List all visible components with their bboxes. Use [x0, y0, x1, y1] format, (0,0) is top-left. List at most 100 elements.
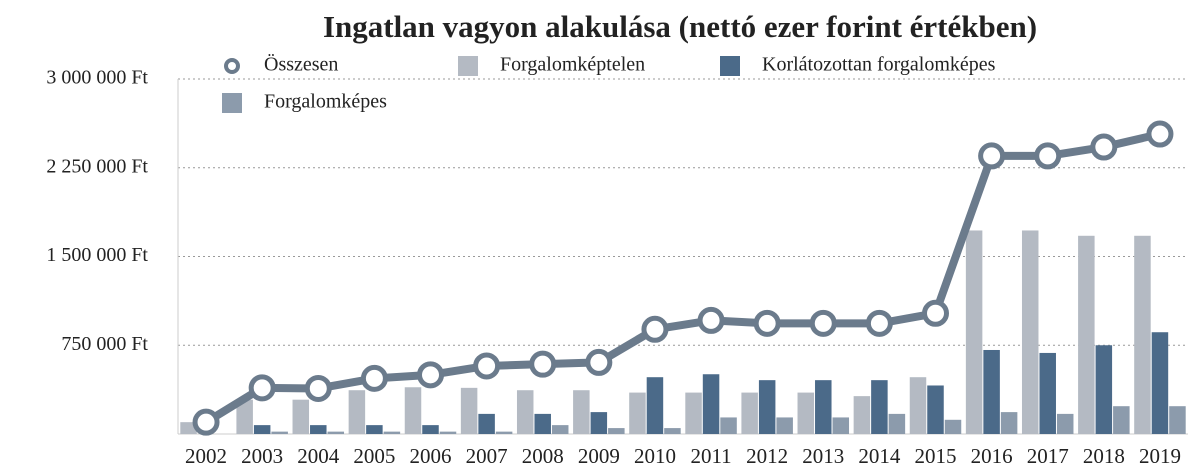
x-tick-label: 2003 — [241, 444, 283, 468]
bar — [1151, 332, 1169, 434]
point — [1146, 120, 1174, 148]
x-tick-label: 2015 — [915, 444, 957, 468]
legend-swatch — [222, 93, 242, 113]
bar — [1169, 406, 1186, 434]
x-tick-label: 2005 — [353, 444, 395, 468]
x-tick-label: 2006 — [410, 444, 452, 468]
point — [529, 350, 557, 378]
bar — [236, 399, 253, 434]
bar — [871, 380, 888, 434]
bar — [460, 387, 478, 434]
bar — [422, 425, 439, 434]
x-tick-label: 2002 — [185, 444, 227, 468]
bar — [815, 380, 832, 434]
legend-swatch — [720, 56, 740, 76]
bar — [1021, 230, 1039, 434]
x-tick-label: 2019 — [1139, 444, 1181, 468]
bar — [439, 431, 457, 434]
y-tick-label: 2 250 000 Ft — [46, 155, 148, 177]
bar — [664, 428, 681, 434]
x-tick-label: 2013 — [802, 444, 844, 468]
bar — [853, 396, 871, 434]
legend-label: Összesen — [264, 53, 338, 76]
bar — [685, 392, 702, 434]
x-tick-label: 2007 — [466, 444, 508, 468]
x-tick-label: 2012 — [746, 444, 788, 468]
bar — [590, 412, 608, 434]
point — [922, 299, 949, 327]
x-tick-label: 2004 — [297, 444, 340, 468]
bar — [608, 428, 625, 434]
chart-title: Ingatlan vagyon alakulása (nettó ezer fo… — [323, 9, 1037, 44]
bar — [1134, 235, 1151, 434]
bar — [180, 422, 197, 434]
bar — [478, 413, 495, 434]
bar — [944, 419, 962, 434]
bar — [327, 431, 345, 434]
line — [203, 130, 1161, 426]
x-tick-label: 2018 — [1083, 444, 1125, 468]
bar — [271, 431, 288, 434]
bar — [495, 431, 513, 434]
bar — [776, 417, 793, 434]
x-tick-label: 2008 — [522, 444, 564, 468]
y-tick-label: 1 500 000 Ft — [46, 244, 148, 266]
legend-label: Forgalomképes — [264, 91, 387, 113]
point — [641, 315, 669, 343]
bar — [909, 377, 927, 434]
bar — [720, 417, 737, 434]
point — [753, 309, 781, 337]
bar — [310, 425, 327, 434]
bar — [629, 392, 646, 434]
y-tick-label: 3 000 000 Ft — [46, 67, 148, 89]
y-tick-label: 750 000 Ft — [61, 333, 148, 355]
point — [1034, 142, 1062, 170]
point — [865, 309, 893, 337]
point — [192, 408, 220, 436]
bar — [832, 417, 850, 434]
x-tick-label: 2009 — [578, 444, 620, 468]
bar — [1000, 412, 1018, 434]
bar — [573, 390, 590, 434]
bar — [1095, 345, 1113, 434]
bar — [404, 387, 422, 434]
point — [809, 309, 837, 337]
x-tick-label: 2011 — [690, 444, 731, 468]
bar — [253, 425, 271, 434]
bar — [383, 431, 401, 434]
point — [304, 374, 332, 402]
point — [360, 364, 388, 392]
x-tick-label: 2010 — [634, 444, 676, 468]
bar — [965, 230, 983, 434]
point — [248, 374, 276, 402]
bar — [1039, 352, 1056, 434]
point — [585, 348, 613, 376]
point — [1090, 133, 1118, 161]
bar — [758, 380, 776, 434]
x-tick-label: 2016 — [971, 444, 1013, 468]
legend-label: Korlátozottan forgalomképes — [762, 54, 996, 76]
bar — [888, 413, 906, 434]
bar — [534, 413, 551, 434]
bar — [983, 349, 1000, 434]
point — [417, 361, 444, 389]
legend-marker — [224, 58, 240, 74]
bar — [348, 390, 366, 434]
point — [697, 306, 725, 334]
x-tick-label: 2014 — [858, 444, 901, 468]
legend-swatch — [458, 56, 478, 76]
point — [978, 142, 1006, 170]
bar — [292, 399, 310, 434]
bar — [366, 425, 383, 434]
bar — [1113, 406, 1130, 434]
x-tick-label: 2017 — [1027, 444, 1069, 468]
bar — [646, 377, 664, 434]
bar — [1078, 235, 1095, 434]
bar — [516, 390, 534, 434]
point — [473, 352, 501, 380]
bar — [797, 392, 815, 434]
bar — [1056, 413, 1074, 434]
bar — [741, 392, 758, 434]
bar — [927, 385, 944, 434]
